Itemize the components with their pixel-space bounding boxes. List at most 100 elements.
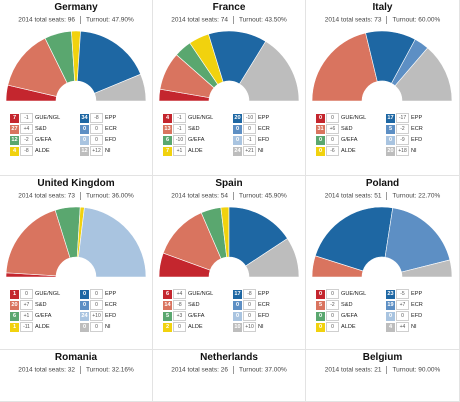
seats-prefix: 2014 total seats: [324,192,373,200]
country-panel-germany: Germany 2014 total seats: 96 Turnout: 47.9… [0,0,153,176]
legend-item-s-d: 14 -8 S&D [163,300,200,310]
legend-group-name: NI [105,148,111,154]
total-seats-value: 26 [220,366,228,374]
legend-seat-count: 0 [233,311,242,321]
legend-group-name: EPP [258,291,270,297]
legend-seat-change: -10 [173,135,186,145]
total-seats-value: 73 [67,192,75,200]
legend-seat-count: 23 [386,289,395,299]
legend-group-name: ECR [258,302,270,308]
legend-group-name: ALDE [188,324,203,330]
turnout-prefix: Turnout: [238,16,263,24]
legend-seat-count: 7 [10,113,19,123]
legend-seat-change: -5 [396,289,409,299]
legend-group-name: ECR [258,126,270,132]
legend-seat-count: 0 [80,135,89,145]
legend-seat-count: 2 [163,322,172,332]
legend-seat-change: -2 [20,135,33,145]
seat-segment-efd [78,207,147,278]
legend-seat-count: 6 [10,311,19,321]
legend-item-epp: 20 -10 EPP [233,113,269,123]
country-title: Spain [215,178,243,189]
legend-group-name: GUE/NGL [341,291,367,297]
legend-group-name: ECR [411,302,423,308]
legend-item-ni: 24 +21 NI [233,146,264,156]
country-title: France [212,2,246,13]
legend-item-efd: 24 +10 EFD [80,311,116,321]
legend-seat-count: 4 [163,113,172,123]
legend-seat-count: 0 [316,135,325,145]
legend-seat-count: 20 [386,146,395,156]
legend-item-ni: 4 +4 NI [386,322,417,332]
legend-seat-count: 0 [386,135,395,145]
legend-item-epp: 17 -8 EPP [233,289,269,299]
legend-group-name: ECR [105,126,117,132]
legend-item-g-efa: 0 0 G/EFA [316,311,357,321]
legend-seat-change: 0 [90,322,103,332]
legend-item-g-efa: 12 -2 G/EFA [10,135,51,145]
country-panel-belgium: Belgium 2014 total seats: 21 Turnout: 90.0… [306,350,460,402]
legend-group-name: S&D [188,126,200,132]
legend-seat-count: 0 [80,300,89,310]
legend-group-name: NI [105,324,111,330]
legend-seat-change: 0 [396,311,409,321]
legend-seat-change: +4 [20,124,33,134]
legend-group-name: NI [411,148,417,154]
legend-group-name: S&D [341,126,353,132]
legend-item-ecr: 5 -2 ECR [386,124,423,134]
legend-seat-change: -2 [326,300,339,310]
turnout-prefix: Turnout: [392,192,417,200]
legend-item-efd: 0 0 EFD [233,311,269,321]
legend-item-epp: 0 0 EPP [80,289,116,299]
legend-item-ni: 0 0 NI [80,322,111,332]
legend-group-name: G/EFA [35,313,52,319]
legend-group-name: S&D [35,126,47,132]
legend-item-ecr: 19 +7 ECR [386,300,423,310]
seat-segment-ni [401,259,453,278]
country-title: Belgium [362,352,403,363]
legend-seat-change: +12 [90,146,103,156]
total-seats-value: 73 [374,16,382,24]
seat-segment-s-d [311,32,378,102]
legend-seat-change: 0 [173,322,186,332]
legend-seat-count: 0 [316,289,325,299]
legend-item-efd: 0 0 EFD [80,135,116,145]
country-subtitle: 2014 total seats: 32 Turnout: 32.16% [0,366,152,374]
legend-seat-count: 0 [316,146,325,156]
legend-seat-count: 12 [10,135,19,145]
legend-seat-count: 7 [163,146,172,156]
legend-group-name: ECR [411,126,423,132]
legend-seat-count: 17 [386,113,395,123]
legend-seat-count: 0 [80,124,89,134]
legend-item-efd: 0 -9 EFD [386,135,422,145]
country-subtitle: 2014 total seats: 21 Turnout: 90.00% [306,366,459,374]
legend-group-name: NI [411,324,417,330]
total-seats-value: 74 [220,16,228,24]
legend-group-name: NI [258,324,264,330]
country-panel-spain: Spain 2014 total seats: 54 Turnout: 45.90%… [153,176,306,350]
legend-item-epp: 17 -17 EPP [386,113,422,123]
legend-item-gue-ngl: 0 0 GUE/NGL [316,289,366,299]
country-subtitle: 2014 total seats: 73 Turnout: 36.00% [0,192,152,200]
seat-semicircle-chart [311,30,453,102]
legend-item-gue-ngl: 0 0 GUE/NGL [316,113,366,123]
legend-seat-change: -17 [396,113,409,123]
legend-item-gue-ngl: 1 0 GUE/NGL [10,289,60,299]
legend-seat-count: 5 [163,311,172,321]
legend-item-alde: 7 +1 ALDE [163,146,203,156]
legend-group-name: EPP [105,291,117,297]
turnout-value: 47.90% [111,16,134,24]
legend-group-name: EFD [258,313,270,319]
legend-group-name: S&D [35,302,47,308]
legend-group-name: EFD [105,313,117,319]
turnout-prefix: Turnout: [85,16,110,24]
legend-group-name: ALDE [188,148,203,154]
turnout-value: 22.70% [418,192,441,200]
turnout-value: 43.50% [264,16,287,24]
legend-item-alde: 4 -8 ALDE [10,146,50,156]
legend-group-name: EFD [411,313,423,319]
seat-segment-s-d [5,209,71,277]
country-subtitle: 2014 total seats: 26 Turnout: 37.00% [153,366,305,374]
seat-segment-ni [239,40,300,102]
legend-group-name: S&D [341,302,353,308]
